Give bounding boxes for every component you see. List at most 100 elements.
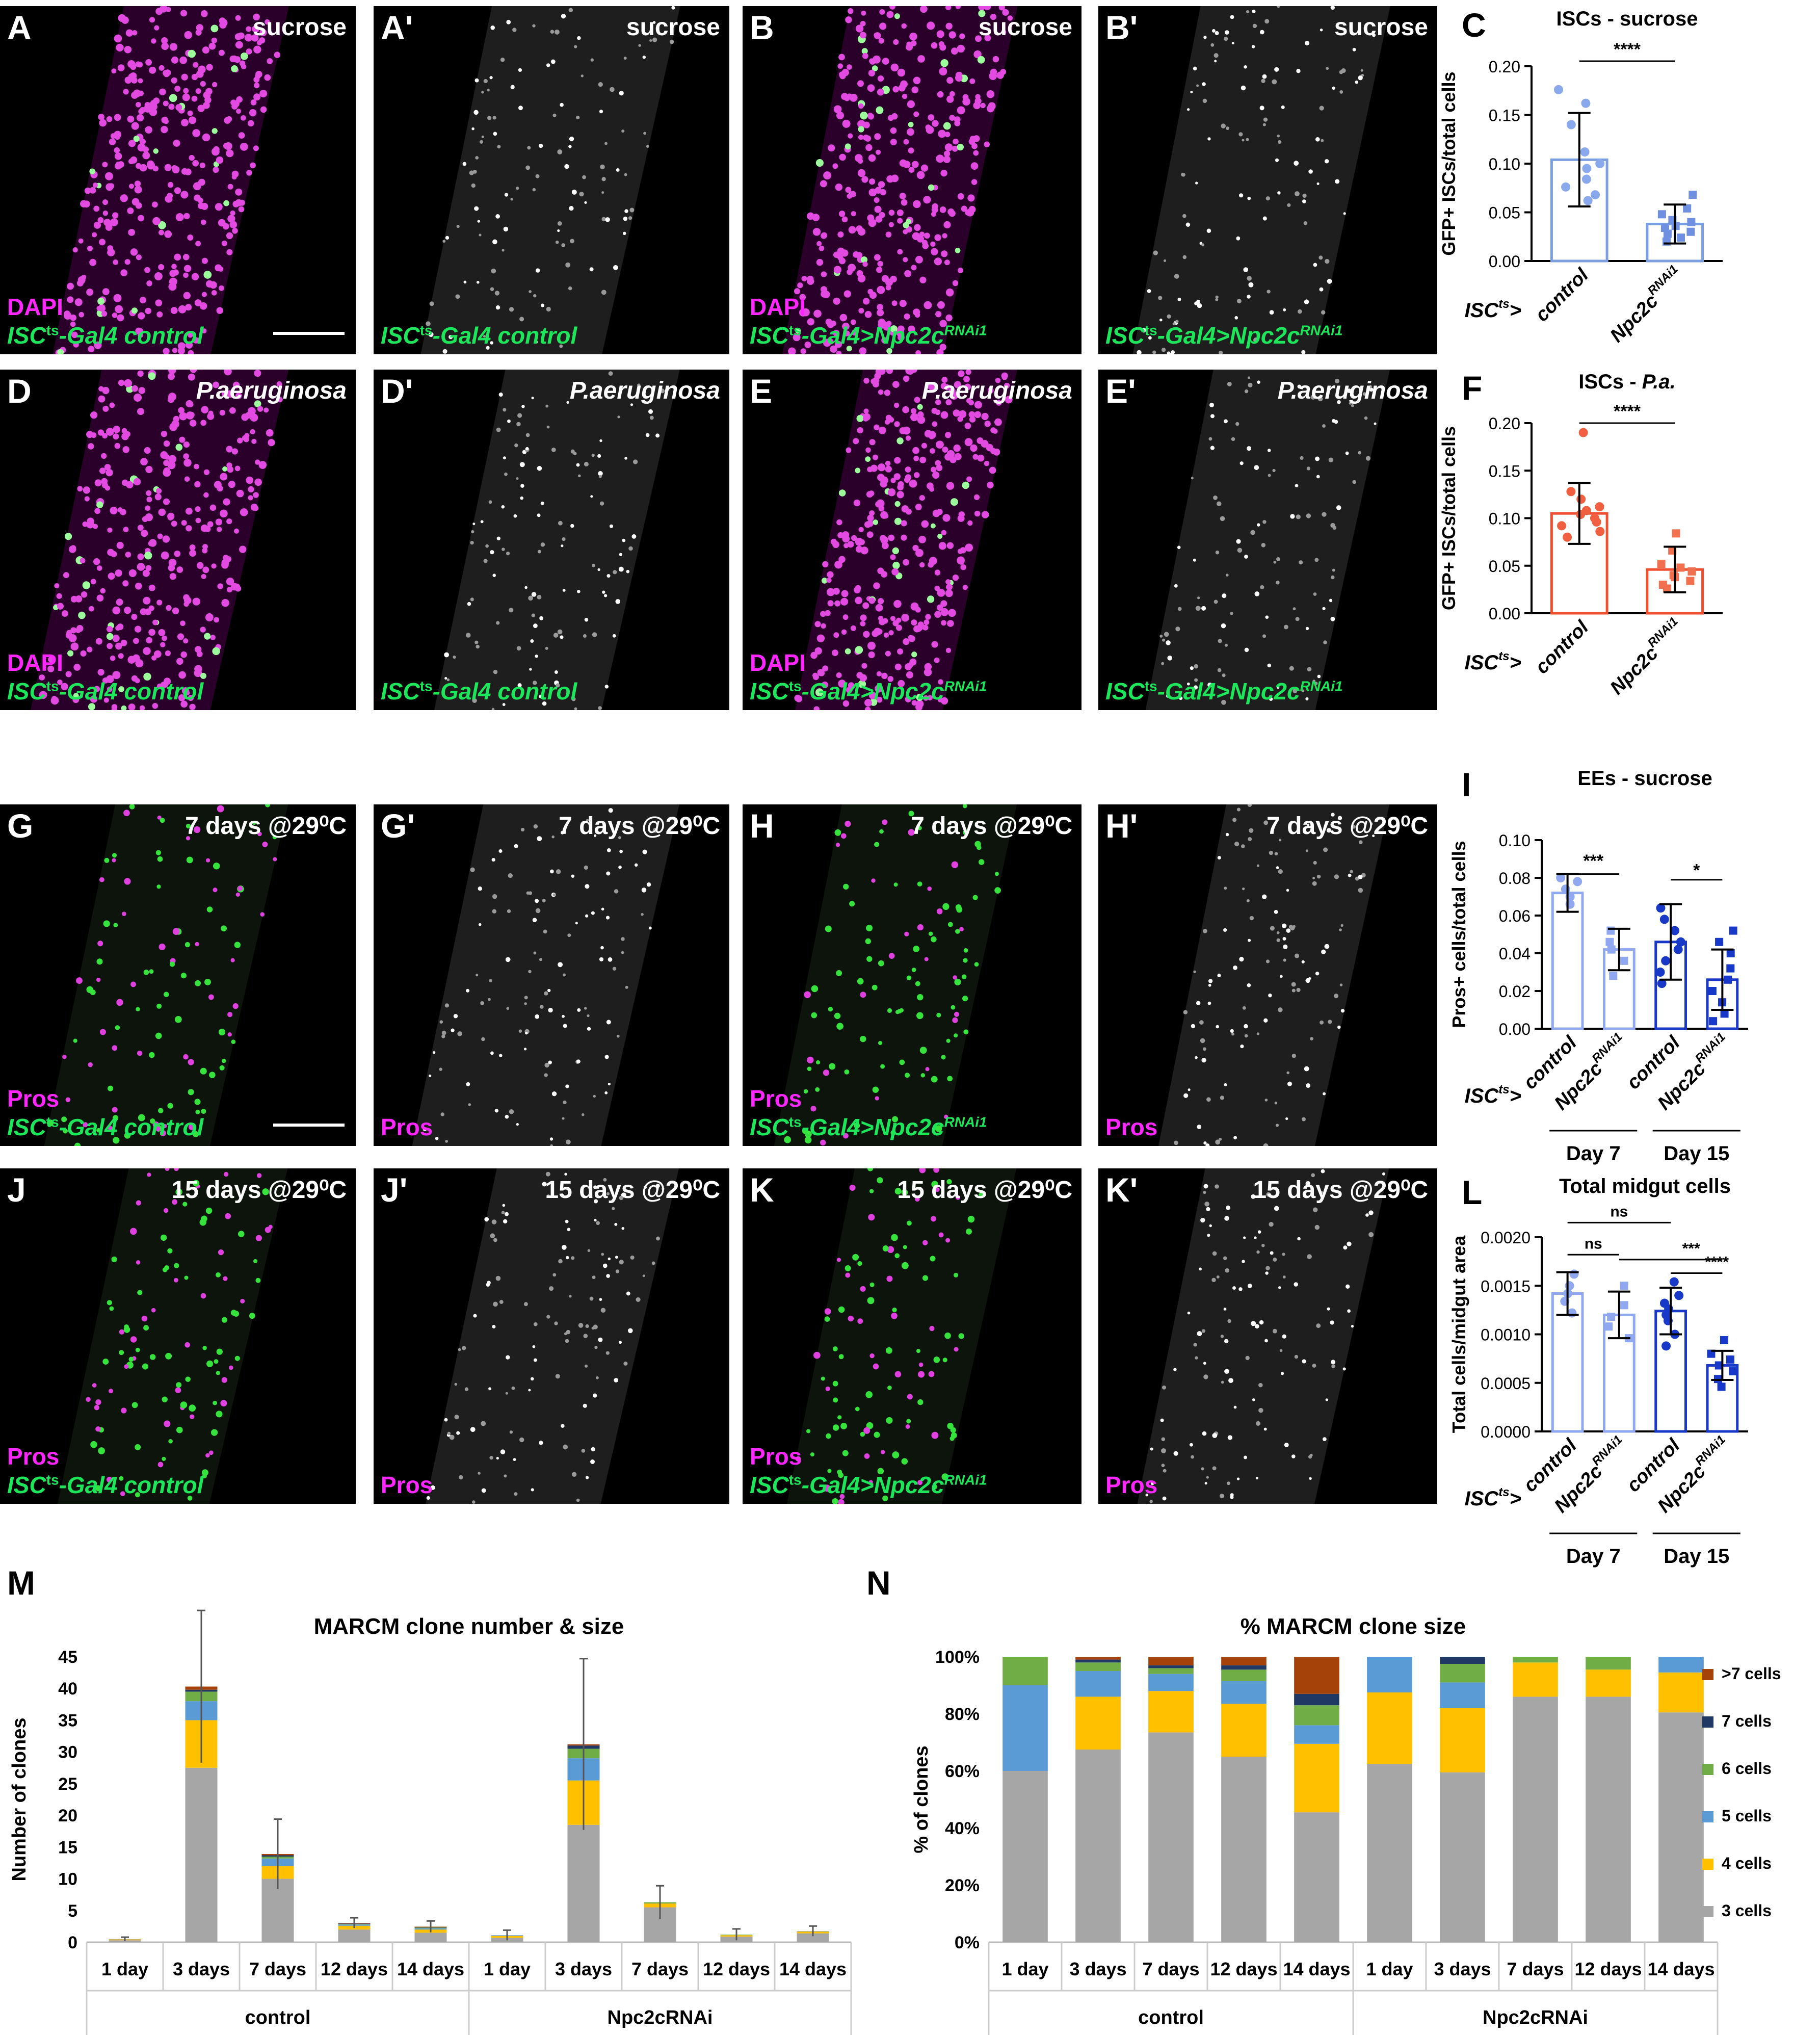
- micrograph-J: J 15 days @29⁰C Pros ISCts-Gal4 control: [0, 1168, 356, 1504]
- nucleus: [876, 671, 882, 676]
- nucleus: [843, 290, 851, 298]
- nucleus: [212, 147, 220, 156]
- nucleus: [62, 1055, 67, 1059]
- nucleus: [174, 187, 181, 194]
- nucleus: [903, 638, 910, 645]
- stack-segment: [1148, 1657, 1194, 1665]
- nucleus: [1307, 667, 1312, 672]
- nucleus: [493, 1238, 497, 1242]
- nucleus: [235, 892, 240, 897]
- nucleus: [1307, 823, 1310, 826]
- nucleus: [519, 317, 524, 322]
- nucleus: [1325, 1398, 1328, 1401]
- nucleus: [1238, 1287, 1243, 1291]
- nucleus: [99, 239, 105, 246]
- nucleus: [219, 409, 226, 416]
- data-point: [1664, 1304, 1674, 1314]
- nucleus: [134, 180, 141, 187]
- bar: [1550, 512, 1608, 615]
- micrograph-K: K 15 days @29⁰C Pros ISCts-Gal4>Npc2cRNAi1: [743, 1168, 1082, 1504]
- nucleus: [183, 594, 190, 601]
- nucleus: [78, 611, 86, 619]
- nucleus: [164, 454, 170, 460]
- nucleus: [216, 1371, 220, 1375]
- nucleus: [163, 1124, 167, 1129]
- nucleus: [1321, 949, 1326, 954]
- nucleus: [930, 523, 936, 529]
- data-point: [1578, 428, 1588, 437]
- nucleus: [1248, 382, 1253, 387]
- nucleus: [922, 1275, 929, 1281]
- nucleus: [1270, 1251, 1274, 1255]
- nucleus: [891, 1234, 898, 1241]
- nucleus: [505, 1212, 509, 1216]
- nucleus: [954, 1272, 959, 1277]
- nucleus: [226, 149, 234, 158]
- nucleus: [121, 705, 127, 710]
- y-tick-label: 0.0020: [1481, 1229, 1531, 1247]
- nucleus: [814, 621, 821, 628]
- nucleus: [198, 178, 205, 186]
- nucleus: [528, 891, 533, 895]
- nucleus: [227, 1032, 232, 1037]
- nucleus: [1233, 965, 1237, 970]
- nucleus: [162, 635, 167, 641]
- nucleus: [846, 346, 852, 352]
- nucleus: [612, 1207, 615, 1210]
- nucleus: [1307, 1254, 1312, 1259]
- nucleus: [256, 40, 262, 45]
- nucleus: [487, 998, 491, 1001]
- nucleus: [563, 1024, 567, 1028]
- nucleus: [619, 91, 624, 96]
- nucleus: [1163, 259, 1167, 262]
- nucleus: [994, 887, 1001, 894]
- nucleus: [520, 827, 525, 832]
- genotype-rnai: RNAi1: [944, 678, 987, 694]
- nucleus: [183, 213, 190, 220]
- y-tick-label: 0.10: [1499, 831, 1531, 850]
- nucleus: [163, 460, 170, 466]
- nucleus: [952, 280, 959, 286]
- nucleus: [810, 1106, 816, 1112]
- nucleus: [931, 407, 938, 414]
- nucleus: [906, 1220, 912, 1226]
- nucleus: [643, 132, 646, 135]
- nucleus: [135, 202, 142, 209]
- nucleus: [860, 1286, 866, 1292]
- nucleus: [493, 132, 497, 136]
- nucleus: [812, 228, 821, 236]
- nucleus: [1251, 1194, 1256, 1199]
- signif-label: ***: [1682, 1240, 1700, 1257]
- nucleus: [585, 884, 590, 889]
- nucleus: [1277, 6, 1280, 8]
- nucleus: [531, 592, 537, 597]
- nucleus: [196, 562, 204, 569]
- nucleus: [1283, 624, 1288, 630]
- nucleus: [608, 808, 613, 813]
- nucleus: [955, 904, 962, 910]
- nucleus: [636, 1297, 641, 1302]
- nucleus: [601, 191, 604, 194]
- nucleus: [820, 1139, 826, 1146]
- genotype-main: -Gal4 control: [59, 322, 204, 349]
- nucleus: [873, 582, 880, 589]
- nucleus: [1258, 1382, 1263, 1388]
- stack-segment: [1003, 1657, 1048, 1685]
- nucleus: [562, 588, 566, 592]
- nucleus: [162, 682, 168, 688]
- nucleus: [1316, 475, 1320, 479]
- nucleus: [208, 1450, 214, 1455]
- nucleus: [1236, 807, 1241, 812]
- nucleus: [535, 174, 540, 178]
- nucleus: [514, 1492, 518, 1496]
- nucleus: [188, 1089, 194, 1095]
- nucleus: [144, 552, 152, 560]
- nucleus: [491, 268, 496, 274]
- nucleus: [97, 217, 104, 223]
- nucleus: [962, 481, 969, 489]
- nucleus: [1174, 1140, 1178, 1145]
- nucleus: [447, 1431, 451, 1436]
- nucleus: [1315, 456, 1320, 461]
- nucleus: [969, 78, 975, 84]
- nucleus: [164, 1265, 170, 1270]
